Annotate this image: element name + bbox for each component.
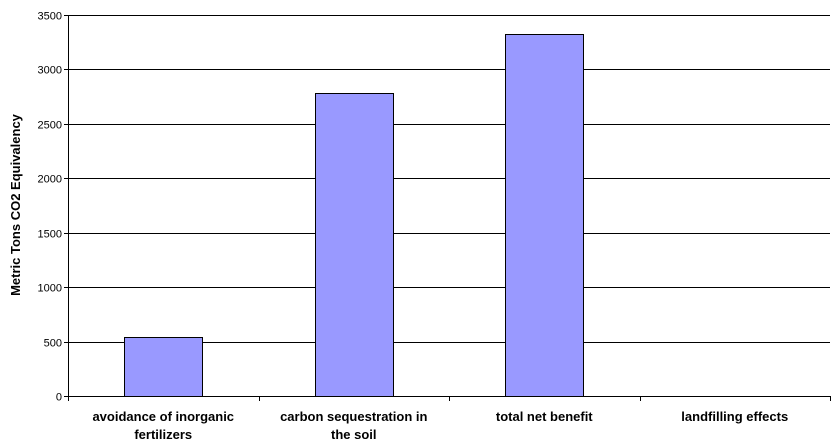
y-tick-label: 1500 <box>38 229 62 241</box>
y-tick-label: 500 <box>44 338 62 350</box>
bars <box>124 34 584 397</box>
y-tick-label: 3500 <box>38 11 62 23</box>
y-tick-label: 2500 <box>38 120 62 132</box>
x-category-label: avoidance of inorganic fertilizers <box>92 409 234 442</box>
bar <box>315 93 394 397</box>
gridlines <box>68 15 830 343</box>
bar <box>124 337 203 397</box>
y-tick-label: 1000 <box>38 283 62 295</box>
y-tick-label: 3000 <box>38 65 62 77</box>
x-category-label: carbon sequestration in the soil <box>280 409 427 442</box>
y-tick-label: 0 <box>56 392 62 404</box>
axes <box>64 15 831 401</box>
bar <box>505 34 584 397</box>
x-category-labels: avoidance of inorganic fertilizers carbon … <box>92 409 788 442</box>
x-category-label: total net benefit <box>496 409 593 424</box>
x-category-label: landfilling effects <box>681 409 788 424</box>
y-tick-label: 2000 <box>38 174 62 186</box>
y-axis-label: Metric Tons CO2 Equivalency <box>8 113 23 296</box>
y-tick-labels: 0 500 1000 1500 2000 2500 3000 3500 <box>38 11 62 404</box>
